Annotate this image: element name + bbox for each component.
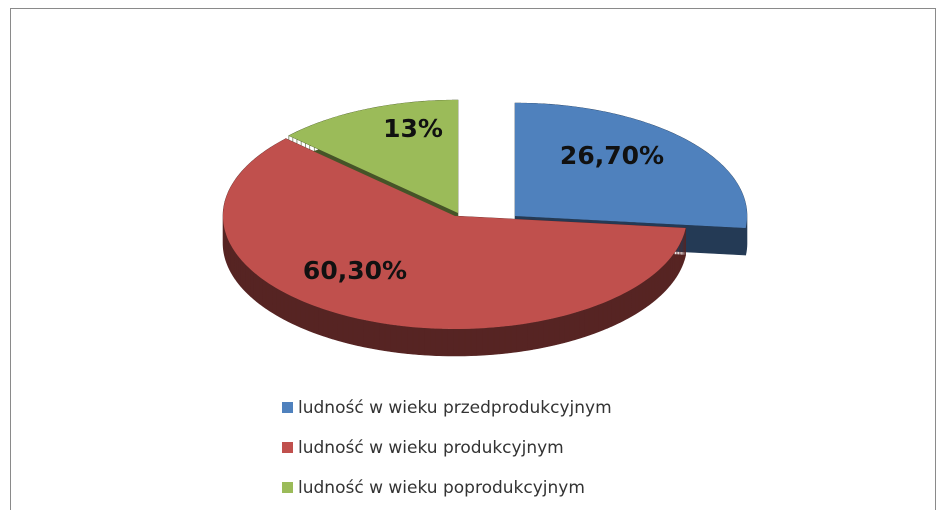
pie-tops	[223, 100, 747, 329]
legend-swatch	[282, 402, 293, 413]
legend-label: ludność w wieku poprodukcyjnym	[298, 478, 585, 498]
legend-swatch	[282, 482, 293, 493]
legend-label: ludność w wieku produkcyjnym	[298, 438, 564, 458]
legend-swatch	[282, 442, 293, 453]
data-label: 26,70%	[560, 141, 664, 170]
legend-label: ludność w wieku przedprodukcyjnym	[298, 398, 612, 418]
slice	[515, 103, 747, 228]
data-label: 13%	[383, 114, 443, 143]
slice	[288, 100, 458, 213]
labels: 26,70% 60,30% 13% ludność w wieku przedprod…	[282, 114, 664, 498]
data-label: 60,30%	[303, 256, 407, 285]
slice	[223, 138, 686, 329]
